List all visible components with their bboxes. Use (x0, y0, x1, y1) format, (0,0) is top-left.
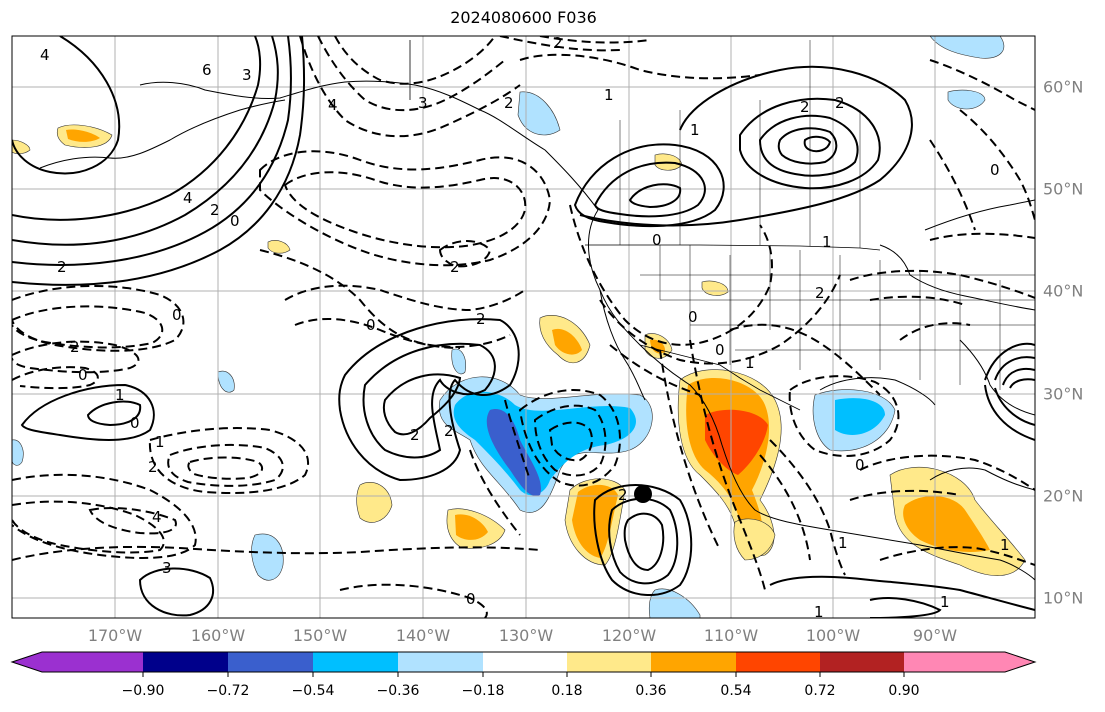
longitude-label: 120°W (601, 626, 657, 645)
contour-label: 1 (745, 354, 755, 372)
latitude-label: 10°N (1043, 588, 1084, 608)
storm-center-marker (634, 485, 652, 503)
contour-label: 3 (418, 94, 428, 112)
contour-label: 1 (690, 121, 700, 139)
longitude-label: 130°W (498, 626, 554, 645)
colorbar-segment (483, 652, 567, 672)
colorbar-extend-low (12, 652, 42, 672)
contour-label: 4 (183, 189, 193, 207)
latitude-label: 60°N (1043, 77, 1084, 97)
longitude-label: 110°W (703, 626, 759, 645)
contour-label: 0 (652, 231, 662, 249)
state-borders (619, 40, 1035, 390)
negative-contours (12, 36, 1035, 618)
contour-label: 2 (57, 258, 67, 276)
contour-label: 3 (242, 66, 252, 84)
contour-label: 2 (553, 34, 563, 52)
contour-label: 0 (130, 414, 140, 432)
contour-label: 4 (152, 508, 162, 526)
contour-label: 0 (78, 366, 88, 384)
contour-label: 0 (990, 161, 1000, 179)
colorbar-segment (567, 652, 651, 672)
contour-label: 2 (70, 338, 80, 356)
colorbar-tick-label: 0.90 (888, 683, 920, 699)
colorbar-tick-label: −0.54 (291, 683, 335, 699)
contour-label: 1 (838, 534, 848, 552)
gridlines (12, 36, 1035, 618)
colorbar-tick-label: 0.54 (720, 683, 752, 699)
contour-labels: 4 6 3 4 3 2 2 1 4 2 0 2 2 0 2 2 2 4 3 0 … (40, 34, 1010, 621)
contour-label: 2 (815, 284, 825, 302)
latitude-label: 40°N (1043, 281, 1084, 301)
contour-label: 2 (450, 258, 460, 276)
contour-label: 0 (715, 341, 725, 359)
map-frame (11, 35, 1036, 619)
contour-label: 0 (230, 212, 240, 230)
contour-label: 2 (210, 201, 220, 219)
contour-label: 0 (172, 306, 182, 324)
colorbar-tick-label: −0.36 (376, 683, 420, 699)
longitude-label: 160°W (190, 626, 246, 645)
latitude-label: 30°N (1043, 384, 1084, 404)
colorbar-segment (398, 652, 483, 672)
contour-label: 0 (366, 316, 376, 334)
map-title: 2024080600 F036 (450, 8, 597, 27)
coastlines (39, 80, 1035, 581)
contour-label: 1 (155, 433, 165, 451)
contour-label: 2 (800, 98, 810, 116)
latitude-label: 50°N (1043, 179, 1084, 199)
colorbar-tick-label: 0.72 (804, 683, 836, 699)
colorbar-segment (651, 652, 736, 672)
contour-label: 2 (476, 310, 486, 328)
contour-label: 1 (814, 603, 824, 621)
contour-label: 3 (162, 559, 172, 577)
longitude-label: 90°W (912, 626, 958, 645)
contour-label: 1 (940, 593, 950, 611)
contour-label: 6 (202, 61, 212, 79)
colorbar (10, 651, 1037, 677)
colorbar-segment (736, 652, 820, 672)
longitude-label: 100°W (805, 626, 861, 645)
colorbar-segment (820, 652, 904, 672)
colorbar-segment (904, 652, 1005, 672)
colorbar-tick-label: −0.90 (121, 683, 165, 699)
colorbar-tick-label: −0.18 (461, 683, 505, 699)
latitude-label: 20°N (1043, 486, 1084, 506)
contour-label: 2 (410, 426, 420, 444)
colorbar-tick-label: −0.72 (206, 683, 250, 699)
contour-label: 4 (40, 46, 50, 64)
contour-label: 2 (618, 486, 628, 504)
contour-label: 2 (504, 94, 514, 112)
colorbar-segment (228, 652, 313, 672)
contour-label: 0 (466, 590, 476, 608)
contour-label: 2 (444, 422, 454, 440)
colorbar-extend-high (1005, 652, 1035, 672)
colorbar-tick-label: 0.18 (551, 683, 583, 699)
longitude-label: 170°W (87, 626, 143, 645)
contour-label: 1 (604, 86, 614, 104)
colorbar-segment (143, 652, 228, 672)
colorbar-segment (313, 652, 398, 672)
contour-label: 0 (855, 456, 865, 474)
positive-contours (12, 36, 1035, 618)
colorbar-outline (10, 651, 1037, 673)
colorbar-segment (42, 652, 143, 672)
colorbar-tick-label: 0.36 (635, 683, 667, 699)
longitude-label: 150°W (292, 626, 348, 645)
contour-label: 1 (1000, 536, 1010, 554)
contour-label: 1 (115, 386, 125, 404)
contour-label: 2 (148, 458, 158, 476)
longitude-label: 140°W (395, 626, 451, 645)
contour-label: 0 (688, 308, 698, 326)
contour-label: 4 (328, 96, 338, 114)
country-borders (409, 40, 881, 411)
contour-label: 2 (835, 94, 845, 112)
contour-label: 1 (822, 233, 832, 251)
